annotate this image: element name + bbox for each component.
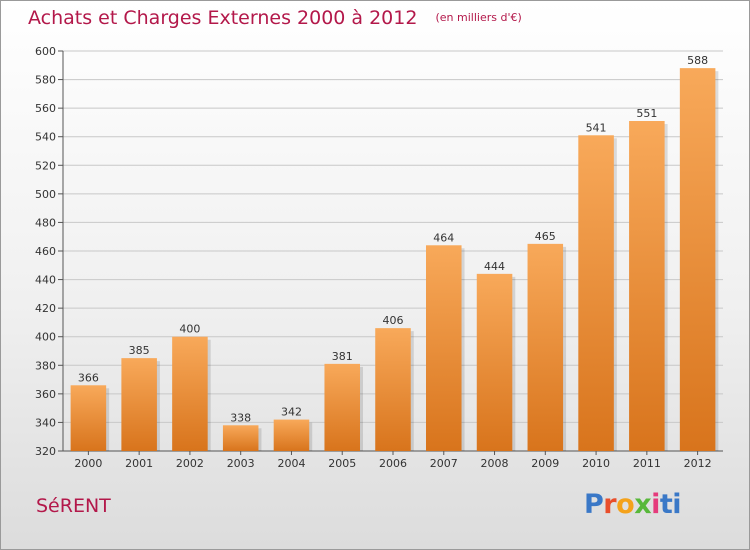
x-tick-label: 2005 <box>328 457 356 470</box>
data-label: 381 <box>332 350 353 363</box>
x-tick-label: 2000 <box>74 457 102 470</box>
x-tick-label: 2007 <box>430 457 458 470</box>
y-tick-label: 360 <box>35 388 56 401</box>
data-label: 366 <box>78 371 99 384</box>
y-tick-label: 500 <box>35 188 56 201</box>
bar <box>679 68 716 452</box>
proxiti-logo[interactable]: Proxiti <box>584 489 682 520</box>
x-tick-label: 2008 <box>481 457 509 470</box>
bar <box>375 328 411 451</box>
y-tick-label: 420 <box>35 302 56 315</box>
logo-letter: ti <box>659 489 682 520</box>
y-tick-label: 480 <box>35 216 56 229</box>
x-tick-label: 2009 <box>531 457 559 470</box>
x-tick-label: 2012 <box>684 457 712 470</box>
data-label: 541 <box>586 121 607 134</box>
x-tick-label: 2001 <box>125 457 153 470</box>
x-tick-label: 2004 <box>277 457 305 470</box>
bar <box>121 358 157 451</box>
data-label: 342 <box>281 406 302 419</box>
chart-subtitle: (en milliers d'€) <box>435 11 522 24</box>
y-tick-label: 600 <box>35 45 56 58</box>
bar <box>476 273 513 451</box>
y-tick-label: 540 <box>35 131 56 144</box>
y-tick-label: 320 <box>35 445 56 458</box>
y-tick-label: 380 <box>35 359 56 372</box>
data-label: 465 <box>535 230 556 243</box>
bar <box>70 385 107 451</box>
data-labels: 366 385 400 338 342 381 406 464 444 465 541 551 588 <box>78 54 708 424</box>
data-label: 464 <box>433 231 454 244</box>
chart-title-text: Achats et Charges Externes 2000 à 2012 <box>28 7 418 29</box>
y-tick-label: 340 <box>35 416 56 429</box>
logo-letter: P <box>584 489 604 520</box>
chart-title: Achats et Charges Externes 2000 à 2012 (… <box>28 7 522 29</box>
bar <box>578 135 614 452</box>
bar <box>273 419 310 451</box>
bar <box>222 425 259 451</box>
data-label: 444 <box>484 260 505 273</box>
data-label: 338 <box>230 411 251 424</box>
data-label: 406 <box>383 314 404 327</box>
data-label: 385 <box>129 344 150 357</box>
y-tick-label: 460 <box>35 245 56 258</box>
commune-name: SéRENT <box>36 495 111 517</box>
y-tick-label: 520 <box>35 159 56 172</box>
bars <box>70 68 719 452</box>
data-label: 588 <box>687 54 708 67</box>
y-tick-label: 440 <box>35 274 56 287</box>
bar <box>426 245 462 451</box>
bar <box>629 121 665 451</box>
y-tick-label: 580 <box>35 74 56 87</box>
data-label: 551 <box>636 107 657 120</box>
bar <box>172 336 208 451</box>
logo-letter: i <box>651 489 660 520</box>
logo-letter: o <box>616 489 635 520</box>
bar <box>527 243 564 451</box>
logo-letter: r <box>603 489 617 520</box>
y-tick-label: 400 <box>35 331 56 344</box>
x-tick-label: 2003 <box>227 457 255 470</box>
logo-letter: x <box>634 489 652 520</box>
data-label: 400 <box>179 323 200 336</box>
y-tick-label: 560 <box>35 102 56 115</box>
x-tick-label: 2010 <box>582 457 610 470</box>
x-tick-label: 2006 <box>379 457 407 470</box>
x-tick-label: 2002 <box>176 457 204 470</box>
x-tick-label: 2011 <box>633 457 661 470</box>
bar <box>324 363 360 451</box>
